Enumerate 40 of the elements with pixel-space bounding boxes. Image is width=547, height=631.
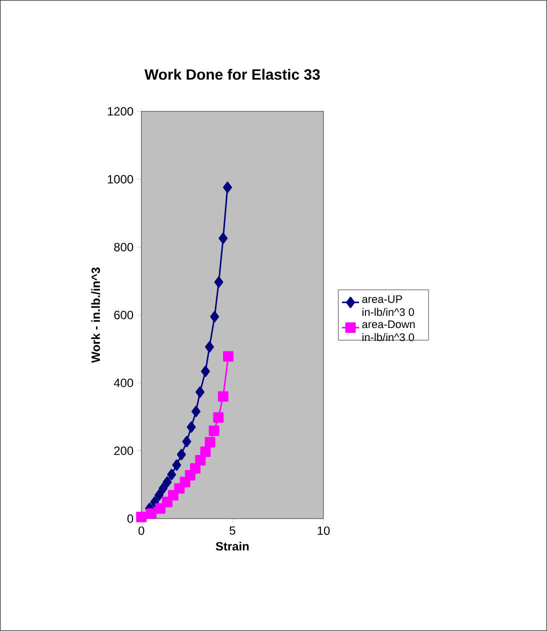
- point: [192, 406, 201, 418]
- point: [158, 482, 168, 494]
- point: [162, 476, 172, 488]
- point: [223, 351, 234, 362]
- point: [182, 436, 192, 448]
- y-tick-label: 400: [114, 378, 134, 388]
- point: [218, 391, 228, 402]
- point: [146, 508, 156, 519]
- x-axis-title: Strain: [216, 542, 249, 551]
- point: [196, 386, 205, 398]
- point: [204, 437, 216, 448]
- point: [200, 446, 211, 458]
- y-tick-label: 200: [114, 446, 134, 455]
- y-tick-label: 1200: [108, 107, 134, 116]
- point: [186, 421, 196, 433]
- point: [208, 426, 220, 436]
- y-tick-label: 600: [114, 310, 134, 320]
- point: [201, 366, 210, 378]
- x-tick-label: 5: [230, 526, 236, 535]
- point: [136, 512, 147, 522]
- point: [167, 468, 176, 480]
- y-tick-label: 0: [127, 514, 134, 523]
- legend-label: area-Down in-lb/in^3 0: [362, 320, 415, 342]
- y-axis-title: Work - in.lb./in^3: [91, 268, 100, 363]
- y-tick-label: 800: [114, 242, 134, 252]
- point: [205, 341, 214, 353]
- point: [214, 276, 224, 288]
- x-tick-label: 0: [138, 526, 144, 535]
- y-tick-label: 1000: [108, 174, 134, 184]
- point: [154, 490, 164, 501]
- point: [190, 463, 201, 474]
- point: [218, 232, 228, 244]
- x-tick-label: 10: [318, 526, 330, 535]
- point: [213, 412, 224, 423]
- chart-title: Work Done for Elastic 33: [144, 68, 320, 80]
- point: [172, 459, 182, 471]
- point: [195, 455, 206, 466]
- point: [176, 448, 186, 460]
- point: [210, 310, 220, 322]
- point: [223, 182, 232, 194]
